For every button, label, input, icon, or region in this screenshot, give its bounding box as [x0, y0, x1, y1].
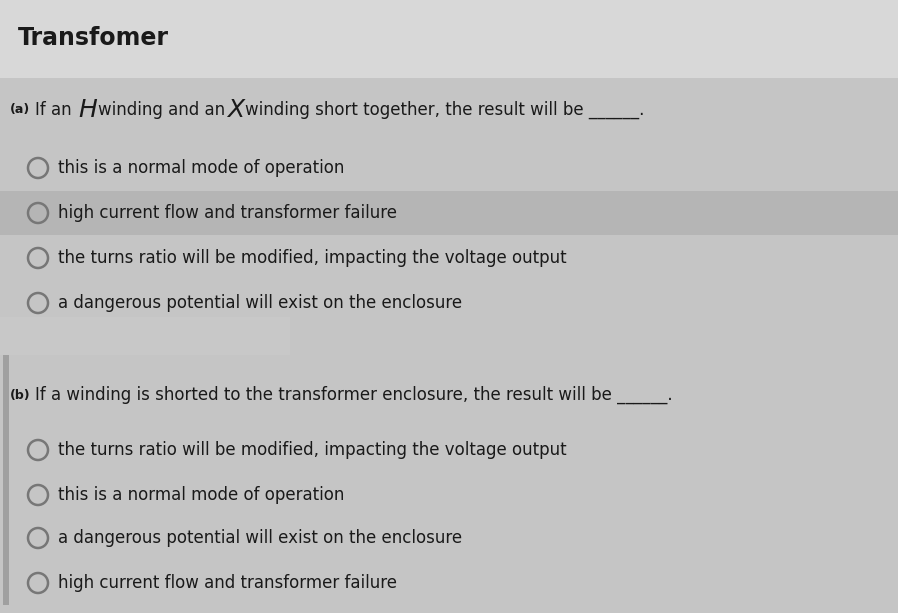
Text: winding and an: winding and an — [98, 101, 225, 119]
Text: a dangerous potential will exist on the enclosure: a dangerous potential will exist on the … — [58, 294, 462, 312]
Text: $\mathit{X}$: $\mathit{X}$ — [226, 98, 247, 122]
Text: this is a normal mode of operation: this is a normal mode of operation — [58, 486, 344, 504]
Text: this is a normal mode of operation: this is a normal mode of operation — [58, 159, 344, 177]
FancyBboxPatch shape — [0, 0, 898, 78]
Text: the turns ratio will be modified, impacting the voltage output: the turns ratio will be modified, impact… — [58, 441, 567, 459]
Text: high current flow and transformer failure: high current flow and transformer failur… — [58, 204, 397, 222]
Text: Transfomer: Transfomer — [18, 26, 169, 50]
Text: high current flow and transformer failure: high current flow and transformer failur… — [58, 574, 397, 592]
FancyBboxPatch shape — [0, 191, 898, 235]
Text: $\mathit{H}$: $\mathit{H}$ — [78, 98, 98, 122]
Text: a dangerous potential will exist on the enclosure: a dangerous potential will exist on the … — [58, 529, 462, 547]
Text: If an: If an — [35, 101, 72, 119]
Text: (a): (a) — [10, 104, 31, 116]
Text: the turns ratio will be modified, impacting the voltage output: the turns ratio will be modified, impact… — [58, 249, 567, 267]
FancyBboxPatch shape — [3, 355, 9, 605]
Text: If a winding is shorted to the transformer enclosure, the result will be ______.: If a winding is shorted to the transform… — [35, 386, 673, 404]
Text: (b): (b) — [10, 389, 31, 402]
FancyBboxPatch shape — [0, 317, 290, 355]
Text: winding short together, the result will be ______.: winding short together, the result will … — [245, 101, 645, 119]
